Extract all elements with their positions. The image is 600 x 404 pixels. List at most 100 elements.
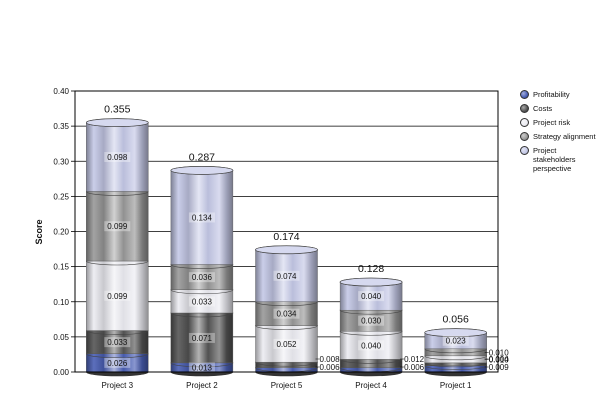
legend-label: Project stakeholders perspective — [533, 146, 576, 173]
y-tick-label: 0.25 — [53, 192, 69, 201]
legend-swatch — [520, 132, 529, 141]
segment-label-bg — [188, 362, 215, 373]
segment-value-label: 0.052 — [276, 340, 297, 349]
y-tick-label: 0.15 — [53, 263, 69, 272]
total-value-label: 0.128 — [358, 263, 384, 275]
segment-label-bg — [442, 335, 469, 346]
segment-label-bg — [104, 290, 131, 301]
bar-base — [424, 371, 487, 377]
segment-value-label: 0.099 — [107, 292, 128, 301]
segment-value-label: 0.004 — [489, 355, 510, 364]
bar-segment — [424, 355, 487, 364]
legend-item: Strategy alignment — [520, 132, 600, 141]
segment-label-bg — [188, 332, 215, 343]
segment-value-label: 0.099 — [107, 222, 128, 231]
bar-segment — [86, 122, 149, 192]
legend-swatch — [520, 104, 529, 113]
segment-value-label: 0.033 — [107, 338, 128, 347]
bar-top-cap — [424, 328, 488, 338]
legend-label: Costs — [533, 104, 553, 113]
segment-label-bg — [104, 337, 131, 348]
y-tick-label: 0.30 — [53, 157, 69, 166]
bar-base — [255, 371, 318, 377]
bar-base — [86, 371, 149, 377]
bar-top-cap — [170, 166, 234, 175]
segment-value-label: 0.010 — [489, 348, 510, 357]
bar-segment — [339, 281, 403, 311]
segment-value-label: 0.023 — [446, 337, 467, 346]
x-tick-label: Project 5 — [271, 381, 303, 390]
legend-label: Strategy alignment — [533, 132, 596, 141]
total-value-label: 0.287 — [189, 151, 215, 163]
legend-swatch — [520, 146, 529, 155]
segment-value-label: 0.013 — [192, 363, 213, 372]
bars: 0.026 0.033 0.099 0.099 0.098 0.355 0.013 0.071… — [85, 104, 510, 377]
bar-segment — [86, 260, 149, 331]
total-value-label: 0.174 — [273, 231, 299, 243]
bar-segment — [424, 348, 487, 357]
bar-segment — [339, 367, 403, 373]
legend: Profitability Costs Project risk Strategy a… — [520, 90, 600, 178]
bar-segment — [170, 170, 234, 265]
segment-value-label: 0.098 — [107, 153, 128, 162]
segment-value-label: 0.030 — [361, 317, 382, 326]
x-tick-label: Project 3 — [102, 381, 134, 390]
y-axis-label: Score — [34, 219, 44, 244]
legend-swatch — [520, 90, 529, 99]
segment-label-bg — [104, 221, 131, 232]
segment-value-label: 0.040 — [361, 292, 382, 301]
segment-value-label: 0.012 — [404, 355, 425, 364]
legend-swatch — [520, 118, 529, 127]
x-tick-label: Project 2 — [186, 381, 218, 390]
segment-value-label: 0.074 — [276, 272, 297, 281]
legend-item: Costs — [520, 104, 600, 113]
bar-top-cap — [255, 245, 318, 255]
segment-label-bg — [273, 308, 300, 319]
legend-item: Profitability — [520, 90, 600, 99]
y-tick-label: 0.05 — [53, 333, 69, 342]
segment-label-bg — [188, 272, 215, 283]
bar-segment — [86, 191, 149, 262]
total-value-label: 0.355 — [104, 104, 130, 116]
y-tick-label: 0.40 — [53, 87, 69, 96]
segment-value-label: 0.009 — [489, 363, 510, 372]
segment-value-label: 0.006 — [320, 363, 341, 372]
bar-base — [170, 371, 234, 377]
segment-value-label: 0.033 — [192, 297, 213, 306]
segment-value-label: 0.006 — [404, 363, 425, 372]
bar-segment — [170, 312, 234, 364]
segment-value-label: 0.040 — [361, 341, 382, 350]
bar-base — [339, 371, 403, 377]
segment-value-label: 0.008 — [320, 355, 341, 364]
segment-value-label: 0.010 — [489, 355, 510, 364]
bar-segment — [255, 367, 318, 373]
legend-item: Project stakeholders perspective — [520, 146, 600, 173]
bar-group-project-2: 0.013 0.071 0.033 0.036 0.134 0.287 — [170, 151, 234, 377]
segment-label-bg — [358, 315, 385, 326]
total-value-label: 0.056 — [443, 314, 469, 326]
y-tick-label: 0.20 — [53, 228, 69, 237]
segment-label-bg — [273, 270, 300, 281]
segment-label-bg — [273, 338, 300, 349]
y-tick-label: 0.35 — [53, 122, 69, 131]
x-tick-label: Project 1 — [440, 381, 472, 390]
segment-label-bg — [188, 296, 215, 307]
segment-value-label: 0.071 — [192, 334, 213, 343]
bar-segment — [255, 249, 318, 302]
bar-top-cap — [85, 118, 149, 127]
segment-label-bg — [104, 152, 131, 163]
x-tick-label: Project 4 — [355, 381, 387, 390]
bar-segment — [339, 331, 403, 360]
bar-segment — [424, 362, 487, 366]
y-tick-label: 0.10 — [53, 298, 69, 307]
segment-label-bg — [358, 340, 385, 351]
legend-item: Project risk — [520, 118, 600, 127]
segment-value-label: 0.026 — [107, 359, 128, 368]
segment-label-bg — [104, 357, 131, 368]
segment-label-bg — [358, 291, 385, 302]
plot-frame — [74, 90, 499, 373]
